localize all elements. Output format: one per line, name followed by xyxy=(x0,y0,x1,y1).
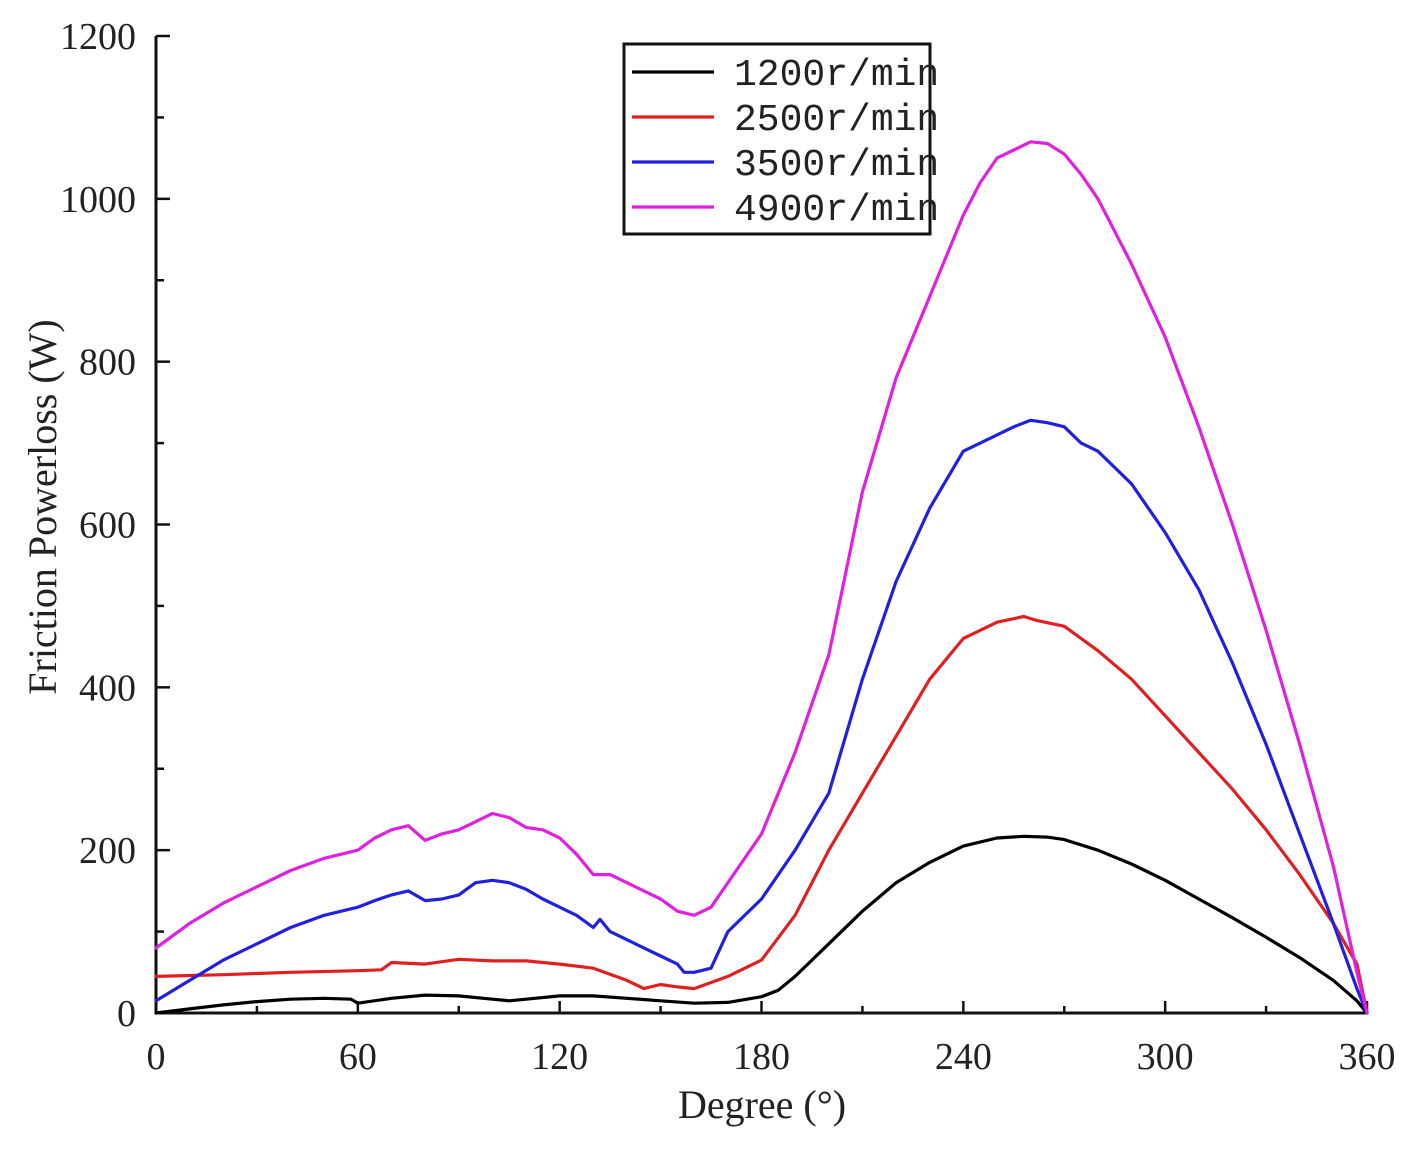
legend-label: 4900r/min xyxy=(734,189,939,232)
y-tick-label: 1200 xyxy=(60,16,136,58)
legend-box xyxy=(622,42,932,236)
y-tick-label: 800 xyxy=(79,342,136,384)
x-axis-title: Degree (°) xyxy=(678,1082,846,1127)
y-tick-label: 0 xyxy=(117,993,136,1035)
legend-label: 3500r/min xyxy=(734,144,939,187)
y-tick-label: 1000 xyxy=(60,179,136,221)
series-line-3500r-min xyxy=(154,418,1369,1015)
x-tick-label: 300 xyxy=(1137,1036,1194,1078)
series-line-4900r-min xyxy=(154,140,1369,1015)
series-lines xyxy=(154,140,1369,1015)
x-tick-label: 60 xyxy=(339,1036,377,1078)
x-tick-label: 0 xyxy=(147,1036,166,1078)
y-tick-label: 200 xyxy=(79,830,136,872)
y-axis-title: Friction Powerloss (W) xyxy=(20,319,65,695)
x-tick-label: 120 xyxy=(531,1036,588,1078)
x-tick-label: 180 xyxy=(733,1036,790,1078)
ticks: 0 60 120 180 240 300 360 0 200 400 600 800 1000 1200 xyxy=(60,16,1396,1078)
legend-label: 1200r/min xyxy=(734,54,939,97)
x-tick-label: 360 xyxy=(1339,1036,1396,1078)
y-tick-label: 600 xyxy=(79,505,136,547)
x-tick-label: 240 xyxy=(935,1036,992,1078)
series-line-2500r-min xyxy=(154,614,1369,1015)
series-line-1200r-min xyxy=(154,834,1369,1015)
legend-label: 2500r/min xyxy=(734,99,939,142)
y-tick-label: 400 xyxy=(79,667,136,709)
